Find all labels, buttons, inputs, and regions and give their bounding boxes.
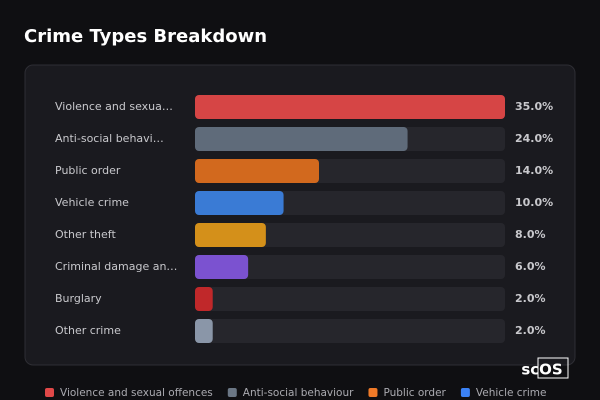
category-label: Criminal damage an… [55, 260, 177, 273]
bar [195, 319, 213, 343]
category-label: Burglary [55, 292, 102, 305]
category-label: Anti-social behavi… [55, 132, 164, 145]
bar [195, 191, 284, 215]
bar [195, 255, 249, 279]
watermark: scOS [521, 361, 562, 379]
category-label: Public order [55, 164, 121, 177]
bar [195, 223, 266, 247]
category-label: Vehicle crime [55, 196, 129, 209]
bar-track [195, 255, 505, 279]
value-label: 35.0% [515, 100, 553, 113]
bar-track [195, 223, 505, 247]
bar [195, 127, 408, 151]
bar [195, 159, 319, 183]
legend-label: Anti-social behaviour [243, 387, 354, 399]
value-label: 2.0% [515, 292, 546, 305]
value-label: 2.0% [515, 324, 546, 337]
value-label: 8.0% [515, 228, 546, 241]
legend-swatch [368, 388, 378, 397]
legend-swatch [227, 388, 237, 397]
bar-track [195, 287, 505, 311]
value-label: 24.0% [515, 132, 553, 145]
value-label: 6.0% [515, 260, 546, 273]
bar [195, 287, 213, 311]
legend-swatch [45, 388, 54, 397]
chart-title: Crime Types Breakdown [24, 26, 267, 47]
value-label: 14.0% [515, 164, 553, 177]
legend-label: Violence and sexual offences [60, 387, 213, 399]
category-label: Other crime [55, 324, 121, 337]
value-label: 10.0% [515, 196, 553, 209]
legend-swatch [460, 388, 470, 397]
watermark-box [537, 357, 569, 379]
category-label: Other theft [55, 228, 116, 241]
bar [195, 95, 505, 119]
legend-label: Public order [383, 387, 446, 399]
category-label: Violence and sexua… [55, 100, 173, 113]
bar-track [195, 319, 505, 343]
legend-label: Vehicle crime [476, 387, 547, 399]
